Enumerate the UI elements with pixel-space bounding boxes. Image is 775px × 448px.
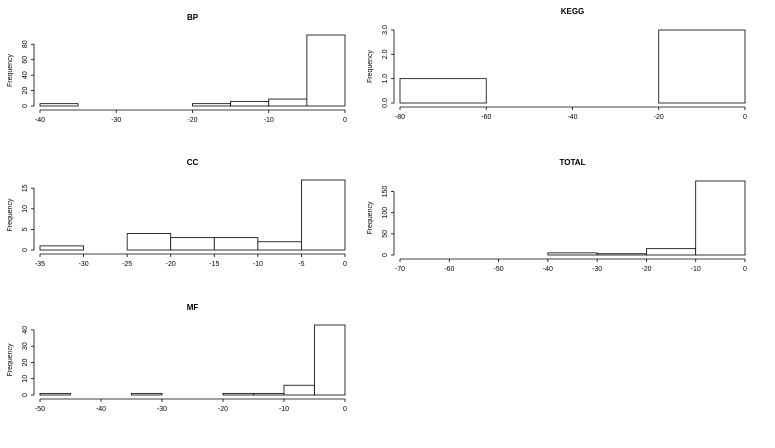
y-tick-label: 15	[22, 184, 29, 192]
y-tick-label: 30	[22, 342, 29, 350]
histogram-bar	[170, 237, 215, 251]
x-tick-label: -60	[481, 114, 491, 121]
x-tick-label: -5	[298, 261, 304, 268]
x-tick-label: -35	[35, 261, 45, 268]
histogram-bar	[39, 392, 71, 396]
histogram-bar	[646, 248, 697, 256]
histogram-bar	[39, 103, 79, 107]
x-tick-label: -10	[691, 266, 701, 273]
histogram-bar	[399, 78, 487, 104]
y-tick-label: 40	[22, 326, 29, 334]
histogram-bar	[257, 241, 302, 251]
histogram-bar	[301, 179, 346, 251]
y-tick-label: 0	[22, 104, 29, 108]
histogram-bar	[131, 392, 163, 396]
histogram-bar	[547, 252, 598, 256]
panel-title: BP	[187, 13, 199, 22]
x-tick-label: -20	[654, 114, 664, 121]
histogram-bar	[695, 180, 746, 256]
x-tick-label: -20	[641, 266, 651, 273]
histogram-bar	[230, 100, 270, 107]
histogram-bar	[268, 98, 308, 107]
y-tick-label: 0	[382, 253, 389, 257]
histogram-bar	[192, 103, 232, 107]
y-tick-label: 50	[382, 230, 389, 238]
panel-title: KEGG	[561, 7, 585, 16]
x-tick-label: -70	[395, 266, 405, 273]
y-tick-label: 2.0	[382, 49, 389, 59]
y-tick-label: 10	[22, 375, 29, 383]
histogram-bar	[658, 29, 746, 104]
y-tick-label: 80	[22, 40, 29, 48]
histogram-bar	[253, 392, 285, 396]
y-tick-label: 10	[22, 205, 29, 213]
panel-title: CC	[187, 158, 199, 167]
x-tick-label: -80	[395, 114, 405, 121]
y-tick-label: 150	[382, 186, 389, 198]
histogram-bar	[126, 233, 172, 251]
x-tick-label: 0	[343, 117, 347, 124]
x-tick-label: -20	[218, 406, 228, 413]
y-tick-label: 1.0	[382, 74, 389, 84]
histogram-bar	[314, 324, 346, 396]
x-tick-label: -25	[122, 261, 132, 268]
y-axis-label: Frequency	[367, 49, 374, 83]
x-tick-label: -10	[253, 261, 263, 268]
y-tick-label: 40	[22, 71, 29, 79]
x-tick-label: -40	[543, 266, 553, 273]
x-tick-label: -40	[35, 117, 45, 124]
x-tick-label: -20	[166, 261, 176, 268]
panel-title: MF	[187, 303, 199, 312]
x-tick-label: 0	[343, 261, 347, 268]
y-axis-label: Frequency	[7, 343, 14, 377]
x-tick-label: -10	[264, 117, 274, 124]
x-tick-label: -50	[35, 406, 45, 413]
y-tick-label: 20	[22, 87, 29, 95]
histogram-bar	[213, 237, 259, 251]
y-axis-label: Frequency	[7, 53, 14, 87]
x-tick-label: -10	[279, 406, 289, 413]
y-tick-label: 100	[382, 207, 389, 219]
x-tick-label: 0	[743, 114, 747, 121]
y-axis-label: Frequency	[367, 201, 374, 235]
x-tick-label: -15	[209, 261, 219, 268]
y-tick-label: 20	[22, 358, 29, 366]
histogram-bar	[222, 392, 254, 396]
x-tick-label: -30	[592, 266, 602, 273]
x-tick-label: -30	[157, 406, 167, 413]
x-tick-label: -50	[494, 266, 504, 273]
y-axis-label: Frequency	[7, 198, 14, 232]
panel-title: TOTAL	[560, 158, 586, 167]
histogram-bar	[306, 34, 346, 107]
y-tick-label: 3.0	[382, 25, 389, 35]
x-tick-label: -40	[96, 406, 106, 413]
x-tick-label: -30	[79, 261, 89, 268]
x-tick-label: -20	[187, 117, 197, 124]
x-tick-label: 0	[343, 406, 347, 413]
y-tick-label: 60	[22, 56, 29, 64]
x-tick-label: -60	[444, 266, 454, 273]
y-tick-label: 0	[22, 393, 29, 397]
histogram-bar	[39, 245, 84, 251]
y-tick-label: 0.0	[382, 98, 389, 108]
x-tick-label: -30	[111, 117, 121, 124]
histogram-bar	[283, 384, 315, 396]
x-tick-label: -40	[567, 114, 577, 121]
y-tick-label: 0	[22, 248, 29, 252]
x-tick-label: 0	[743, 266, 747, 273]
y-tick-label: 5	[22, 227, 29, 231]
histogram-bar	[596, 253, 647, 256]
